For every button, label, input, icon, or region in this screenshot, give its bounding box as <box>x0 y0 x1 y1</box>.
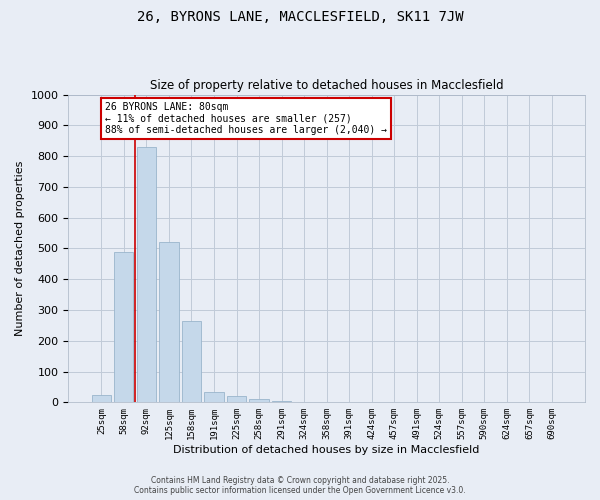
Text: 26 BYRONS LANE: 80sqm
← 11% of detached houses are smaller (257)
88% of semi-det: 26 BYRONS LANE: 80sqm ← 11% of detached … <box>105 102 387 136</box>
Bar <box>250 400 269 402</box>
Title: Size of property relative to detached houses in Macclesfield: Size of property relative to detached ho… <box>150 79 503 92</box>
Y-axis label: Number of detached properties: Number of detached properties <box>15 161 25 336</box>
Text: Contains HM Land Registry data © Crown copyright and database right 2025.
Contai: Contains HM Land Registry data © Crown c… <box>134 476 466 495</box>
Bar <box>160 242 179 402</box>
Bar <box>227 396 246 402</box>
X-axis label: Distribution of detached houses by size in Macclesfield: Distribution of detached houses by size … <box>173 445 480 455</box>
Bar <box>114 252 133 402</box>
Bar <box>182 321 201 402</box>
Bar <box>92 394 111 402</box>
Text: 26, BYRONS LANE, MACCLESFIELD, SK11 7JW: 26, BYRONS LANE, MACCLESFIELD, SK11 7JW <box>137 10 463 24</box>
Bar <box>137 147 156 403</box>
Bar <box>205 392 224 402</box>
Bar <box>272 401 291 402</box>
